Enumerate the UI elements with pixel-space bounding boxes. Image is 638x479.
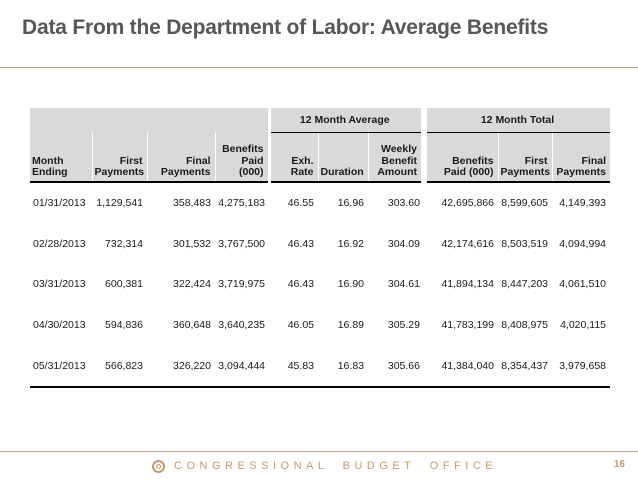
table-cell: 3,719,975 [215,264,269,305]
table-row: 03/31/2013 600,381 322,424 3,719,975 46.43 16… [30,264,610,305]
table-cell: 566,823 [92,345,147,387]
table-cell: 42,695,866 [424,182,498,224]
table-cell: 305.66 [368,345,424,387]
table-cell: 600,381 [92,264,147,305]
table-row: 04/30/2013 594,836 360,648 3,640,235 46.05 16… [30,304,610,346]
table-cell: 46.05 [269,304,318,346]
footer-org-name: CONGRESSIONAL BUDGET OFFICE [174,460,498,472]
column-header: First Payments [91,132,147,183]
column-header: Final Payments [146,132,215,183]
column-header: Month Ending [30,132,92,183]
title-divider-line [0,67,638,68]
group-header: 12 Month Total [421,108,610,133]
column-header: Final Payments [551,132,610,183]
table-cell: 305.29 [368,304,424,346]
table-cell: 4,149,393 [552,182,610,224]
table-cell: 46.55 [269,182,318,224]
table-body: 01/31/2013 1,129,541 358,483 4,275,183 46.55… [30,182,610,387]
table-cell: 03/31/2013 [30,264,92,305]
table-cell: 322,424 [147,264,215,305]
table-cell: 4,020,115 [552,304,610,346]
table-cell: 41,783,199 [424,304,498,346]
table-cell: 16.96 [318,182,368,224]
table-cell: 16.89 [318,304,368,346]
column-header: Exh. Rate [267,132,318,183]
table-cell: 46.43 [269,223,318,265]
cbo-seal-icon [152,459,165,473]
table-cell: 8,447,203 [498,264,552,305]
table-cell: 358,483 [147,182,215,224]
table-cell: 4,275,183 [215,182,269,224]
group-header-row: 12 Month Average 12 Month Total [30,108,610,133]
table-cell: 4,061,510 [552,264,610,305]
table-cell: 8,354,437 [498,345,552,387]
table-cell: 360,648 [147,304,215,346]
column-header: First Payments [497,132,552,183]
page-number: 16 [613,459,625,470]
table-row: 02/28/2013 732,314 301,532 3,767,500 46.43 16… [30,223,610,265]
table-cell: 42,174,616 [424,223,498,265]
table-cell: 3,640,235 [215,304,269,346]
table-cell: 41,894,134 [424,264,498,305]
footer: CONGRESSIONAL BUDGET OFFICE [152,458,497,474]
table-cell: 326,220 [147,345,215,387]
column-header-row: Month Ending First Payments Final Payments… [30,132,610,183]
table-cell: 02/28/2013 [30,223,92,265]
table-cell: 594,836 [92,304,147,346]
table-cell: 8,503,519 [498,223,552,265]
group-header-spacer [30,108,269,133]
page-title: Data From the Department of Labor: Avera… [22,16,549,39]
benefits-table: 12 Month Average 12 Month Total Month End… [30,108,610,388]
table-cell: 41,384,040 [424,345,498,387]
table-cell: 16.83 [318,345,368,387]
table-cell: 16.90 [318,264,368,305]
table-cell: 732,314 [92,223,147,265]
table-cell: 304.61 [368,264,424,305]
table-cell: 8,408,975 [498,304,552,346]
table-cell: 16.92 [318,223,368,265]
table-cell: 04/30/2013 [30,304,92,346]
table-cell: 01/31/2013 [30,182,92,224]
table-row: 01/31/2013 1,129,541 358,483 4,275,183 46.55… [30,182,610,224]
table-cell: 304.09 [368,223,424,265]
table-cell: 45.83 [269,345,318,387]
table-cell: 46.43 [269,264,318,305]
table-cell: 4,094,994 [552,223,610,265]
table-cell: 8,599,605 [498,182,552,224]
table-row: 05/31/2013 566,823 326,220 3,094,444 45.83 16… [30,345,610,387]
table-header: 12 Month Average 12 Month Total Month End… [30,108,610,183]
column-header: Duration [317,132,368,183]
footer-divider-line [0,451,638,452]
table-cell: 3,979,658 [552,345,610,387]
table-cell: 1,129,541 [92,182,147,224]
table-cell: 3,767,500 [215,223,269,265]
table-cell: 301,532 [147,223,215,265]
table-cell: 3,094,444 [215,345,269,387]
column-header: Benefits Paid (000) [214,132,269,183]
column-header: Benefits Paid (000) [421,132,498,183]
table-cell: 303.60 [368,182,424,224]
group-header: 12 Month Average [267,108,424,133]
table-cell: 05/31/2013 [30,345,92,387]
column-header: Weekly Benefit Amount [367,132,424,183]
